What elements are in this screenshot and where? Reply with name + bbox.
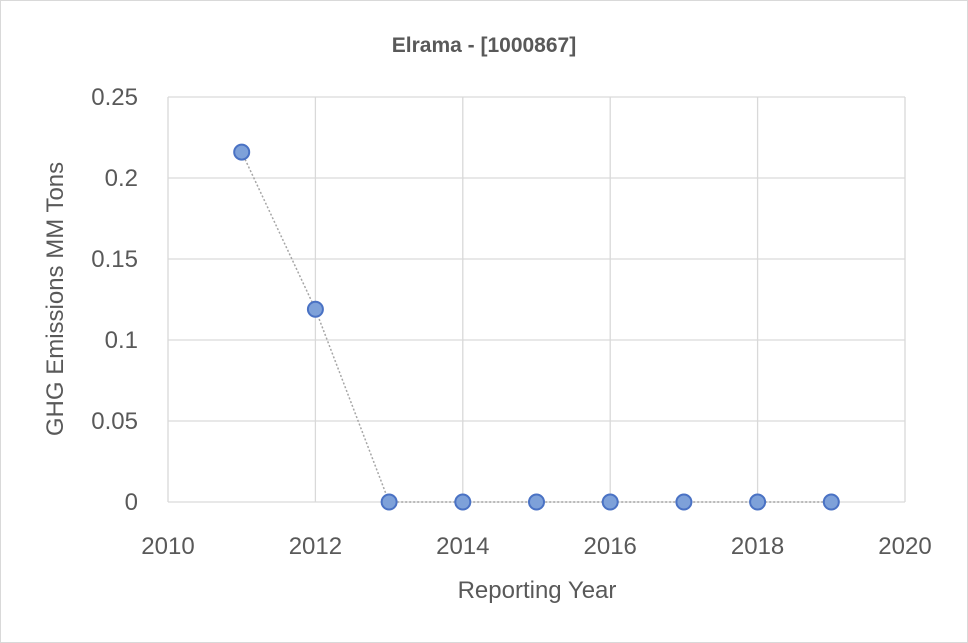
chart-title: Elrama - [1000867] — [392, 34, 576, 57]
x-axis-title: Reporting Year — [458, 577, 617, 604]
data-point — [675, 493, 693, 511]
y-tick-label: 0.1 — [105, 327, 138, 354]
y-tick-label: 0.2 — [105, 165, 138, 192]
data-point — [822, 493, 840, 511]
y-tick-label: 0 — [125, 489, 138, 516]
x-tick-label: 2020 — [878, 533, 931, 560]
series-layer — [233, 143, 840, 511]
data-point — [601, 493, 619, 511]
x-tick-label: 2018 — [731, 533, 784, 560]
y-axis-ticks: 0 0.05 0.1 0.15 0.2 0.25 — [91, 84, 138, 516]
series-line — [241, 151, 832, 503]
data-point — [233, 143, 251, 161]
y-axis-title: GHG Emissions MM Tons — [42, 162, 69, 436]
x-tick-label: 2010 — [141, 533, 194, 560]
x-axis-ticks: 2010 2012 2014 2016 2018 2020 — [141, 533, 931, 560]
data-point — [306, 300, 324, 318]
y-tick-label: 0.15 — [91, 246, 138, 273]
y-tick-label: 0.05 — [91, 408, 138, 435]
y-tick-label: 0.25 — [91, 84, 138, 111]
x-tick-label: 2012 — [289, 533, 342, 560]
x-tick-label: 2016 — [584, 533, 637, 560]
gridlines — [167, 96, 906, 503]
x-tick-label: 2014 — [436, 533, 489, 560]
data-point — [454, 493, 472, 511]
data-point — [380, 493, 398, 511]
data-point — [528, 493, 545, 511]
data-point — [749, 493, 767, 511]
